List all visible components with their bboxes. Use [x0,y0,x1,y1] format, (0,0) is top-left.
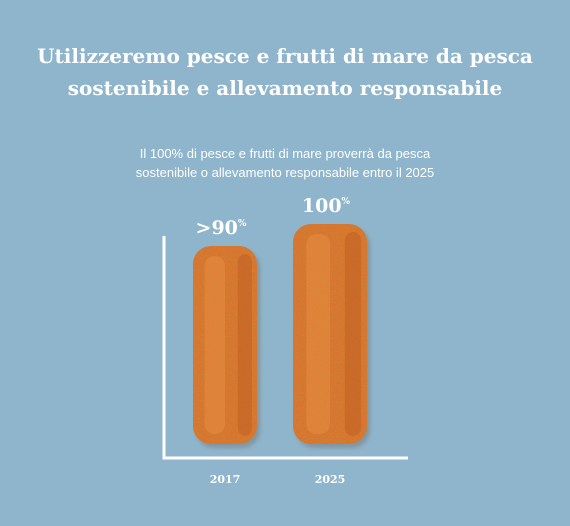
bar-highlight [306,234,330,434]
x-tick-label-2025: 2025 [315,473,346,486]
chart-bars [193,224,370,448]
title-line-2: sostenibile e allevamento responsabile [67,76,503,100]
bar-edge-shade [237,254,252,436]
bar-edge-shade [344,232,362,436]
x-tick-label-2017: 2017 [210,473,241,486]
subtitle-line-1: Il 100% di pesce e frutti di mare prover… [139,146,431,161]
bar-body [193,246,257,444]
subtitle-line-2: sostenibile o allevamento responsabile e… [135,165,435,180]
chart-labels: >90% 2017 100% 2025 [196,195,351,486]
title-line-1: Utilizzeremo pesce e frutti di mare da p… [37,44,533,68]
bar-2017 [193,246,260,448]
bar-2025 [293,224,370,448]
page-title: Utilizzeremo pesce e frutti di mare da p… [0,40,570,104]
value-label-2025: 100% [302,195,351,217]
bar-body [293,224,367,444]
page-subtitle: Il 100% di pesce e frutti di mare prover… [0,144,570,182]
bar-highlight [204,256,225,434]
value-label-2017: >90% [196,217,247,239]
chart-axes [162,236,408,460]
